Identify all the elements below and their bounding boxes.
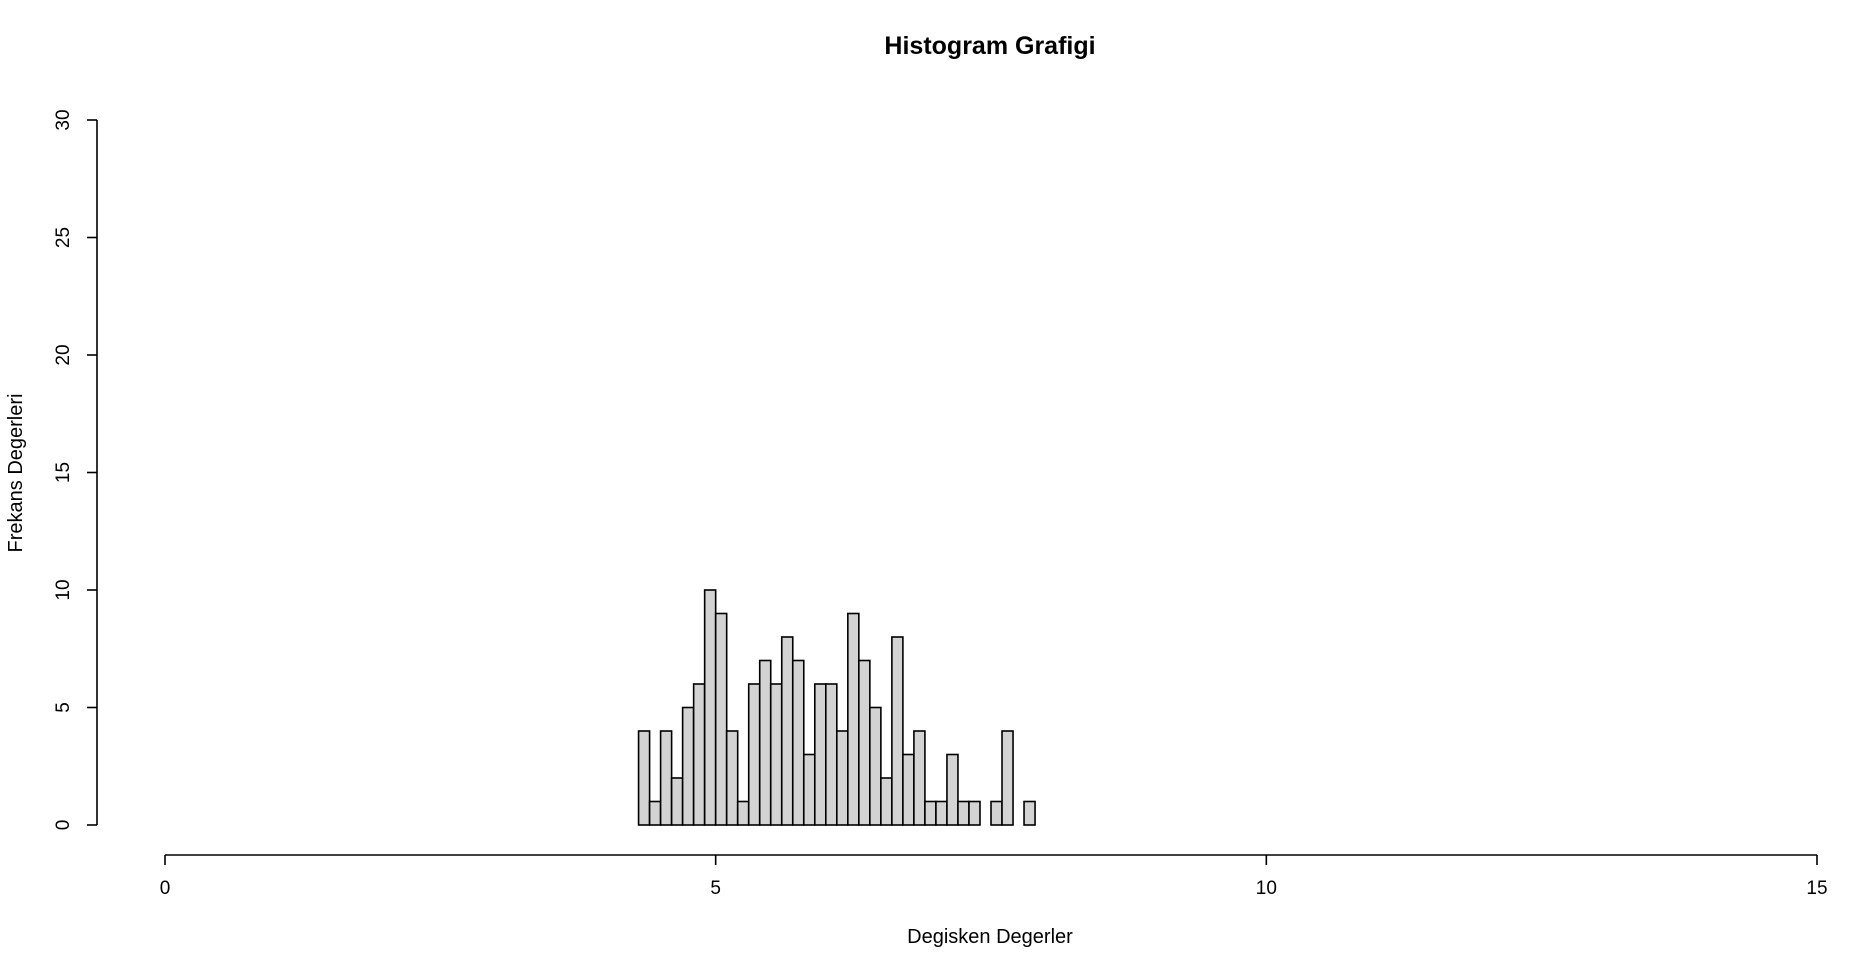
histogram-bar: [935, 800, 948, 826]
histogram-bar: [703, 589, 717, 826]
x-axis-label: Degisken Degerler: [907, 926, 1073, 948]
histogram-bar: [670, 777, 684, 826]
y-tick-label: 5: [53, 702, 74, 713]
y-axis: 0 5 10 15 20 25 30: [53, 109, 98, 831]
histogram-bar: [946, 753, 959, 826]
histogram-bar: [692, 683, 706, 826]
histogram-bar: [725, 730, 739, 826]
x-tick-label: 0: [160, 878, 171, 899]
histogram-bar: [714, 612, 728, 826]
chart-title: Histogram Grafigi: [884, 32, 1095, 60]
histogram-bar: [858, 659, 871, 826]
histogram-bar: [869, 706, 882, 826]
histogram-bar: [957, 800, 970, 826]
histogram-bar: [758, 659, 772, 826]
histogram-bar: [1023, 800, 1036, 826]
histogram-bar: [824, 683, 838, 826]
histogram-bar: [891, 636, 904, 826]
y-tick-label: 10: [53, 579, 74, 600]
x-tick-label: 5: [710, 878, 721, 899]
histogram-bar: [880, 777, 893, 826]
histogram-bar: [637, 730, 651, 826]
y-axis-label: Frekans Degerleri: [5, 394, 27, 553]
histogram-bar: [659, 730, 673, 826]
y-tick-label: 30: [53, 109, 74, 130]
histogram-bar: [736, 800, 750, 826]
x-tick-label: 10: [1256, 878, 1277, 899]
histogram-bar: [968, 800, 981, 826]
histogram-bar: [648, 800, 662, 826]
histogram-bar: [913, 730, 926, 826]
y-tick-label: 20: [53, 344, 74, 365]
y-tick-label: 0: [53, 820, 74, 831]
histogram-bar: [1001, 730, 1014, 826]
histogram-bar: [802, 753, 816, 826]
histogram-bar: [791, 659, 805, 826]
y-tick-label: 15: [53, 462, 74, 483]
histogram-bar: [681, 706, 695, 826]
histogram-bar: [769, 683, 783, 826]
histogram-bars: [637, 589, 1036, 826]
histogram-bar: [836, 730, 849, 826]
histogram-bar: [813, 683, 827, 826]
y-tick-label: 25: [53, 227, 74, 248]
histogram-bar: [847, 612, 860, 826]
x-tick-label: 15: [1806, 878, 1827, 899]
x-axis: 0 5 10 15: [160, 854, 1828, 899]
histogram-bar: [747, 683, 761, 826]
histogram-bar: [924, 800, 937, 826]
histogram-bar: [990, 800, 1003, 826]
histogram-bar: [902, 753, 915, 826]
histogram-bar: [780, 636, 794, 826]
